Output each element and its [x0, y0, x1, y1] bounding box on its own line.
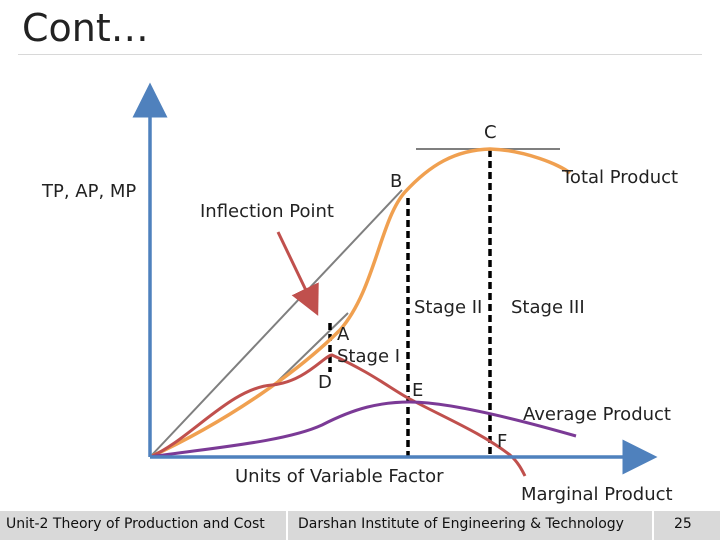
point-c-label: C — [484, 122, 497, 143]
point-b-label: B — [390, 171, 403, 192]
stage-3-label: Stage III — [511, 297, 585, 318]
footer-unit-title: Unit-2 Theory of Production and Cost — [6, 516, 265, 532]
footer-page-number: 25 — [674, 516, 692, 532]
stage-1-label: Stage I — [337, 346, 401, 367]
y-axis-label: TP, AP, MP — [42, 181, 137, 202]
footer-divider-right — [652, 511, 654, 540]
footer-institute: Darshan Institute of Engineering & Techn… — [298, 516, 624, 532]
slide-title: Cont… — [22, 6, 149, 50]
inflection-point-label: Inflection Point — [200, 201, 334, 222]
point-e-label: E — [412, 380, 424, 401]
point-a-label: A — [337, 324, 350, 345]
total-product-curve — [149, 147, 572, 459]
x-axis-label: Units of Variable Factor — [235, 466, 444, 487]
marginal-product-label: Marginal Product — [521, 484, 673, 505]
average-product-label: Average Product — [523, 404, 671, 425]
point-f-label: F — [497, 431, 508, 452]
tangent-at-inflection — [277, 312, 349, 382]
ray-from-origin — [149, 189, 403, 458]
total-product-label: Total Product — [562, 167, 679, 188]
average-product-curve — [149, 400, 577, 459]
stage-2-label: Stage II — [414, 297, 483, 318]
footer-bar — [0, 511, 720, 540]
point-d-label: D — [318, 372, 332, 393]
footer-divider-left — [286, 511, 288, 540]
title-divider — [18, 54, 702, 55]
inflection-arrow — [276, 231, 319, 316]
marginal-product-curve — [149, 353, 527, 477]
